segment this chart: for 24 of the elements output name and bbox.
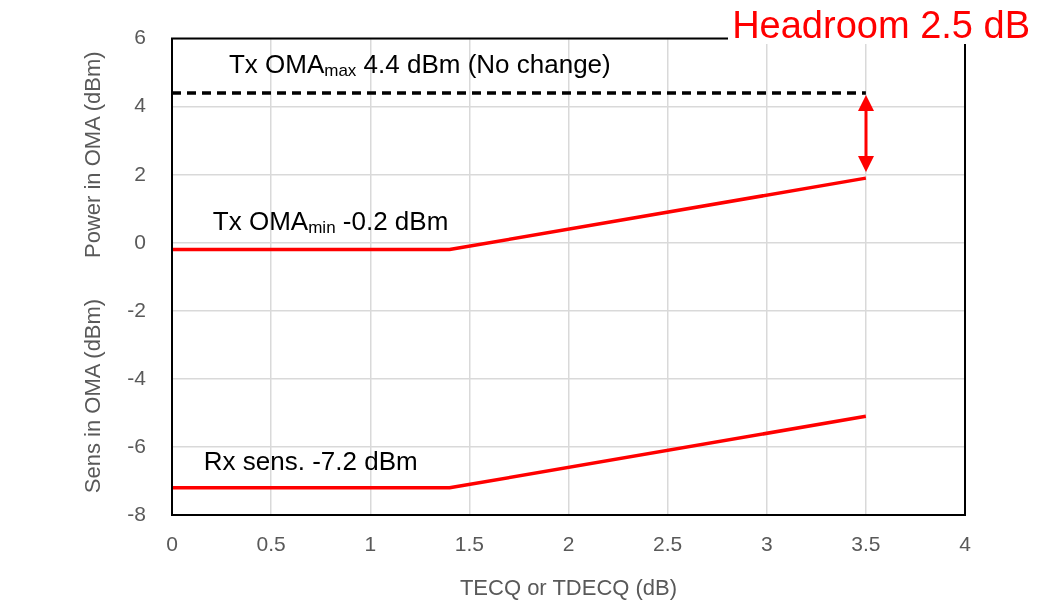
x-tick-label: 2 (562, 532, 575, 556)
x-tick-label: 2.5 (653, 532, 683, 556)
annotation: Rx sens. -7.2 dBm (203, 445, 418, 476)
x-tick-label: 0.5 (256, 532, 286, 556)
x-tick-label: 4 (959, 532, 972, 556)
y-tick-label: 6 (134, 25, 146, 49)
x-tick-label: 0 (166, 532, 178, 556)
y-tick-label: -4 (127, 365, 147, 389)
x-tick-label: 3 (760, 532, 773, 556)
x-tick-label: 3.5 (851, 532, 881, 556)
y-tick-label: 4 (134, 93, 147, 117)
x-axis-title: TECQ or TDECQ (dB) (459, 574, 678, 600)
text: Sens in OMA (dBm) (78, 297, 106, 496)
y-tick-label: 0 (134, 229, 146, 253)
y-tick-label: -8 (127, 501, 146, 525)
annotation: Tx OMA$_{max}$ 4.4 dBm (No change) (228, 49, 611, 81)
y-tick-label: -2 (127, 297, 146, 321)
x-tick-label: 1 (364, 532, 377, 556)
annotation: Headroom 2.5 dB (728, 4, 1034, 46)
x-tick-label: 1.5 (454, 532, 484, 556)
y-tick-label: 2 (134, 161, 146, 185)
annotation: Tx OMA$_{min}$ -0.2 dBm (212, 205, 449, 237)
y-axis-title: Power in OMA (dBm) (78, 51, 106, 258)
y-tick-label: -6 (127, 433, 146, 457)
